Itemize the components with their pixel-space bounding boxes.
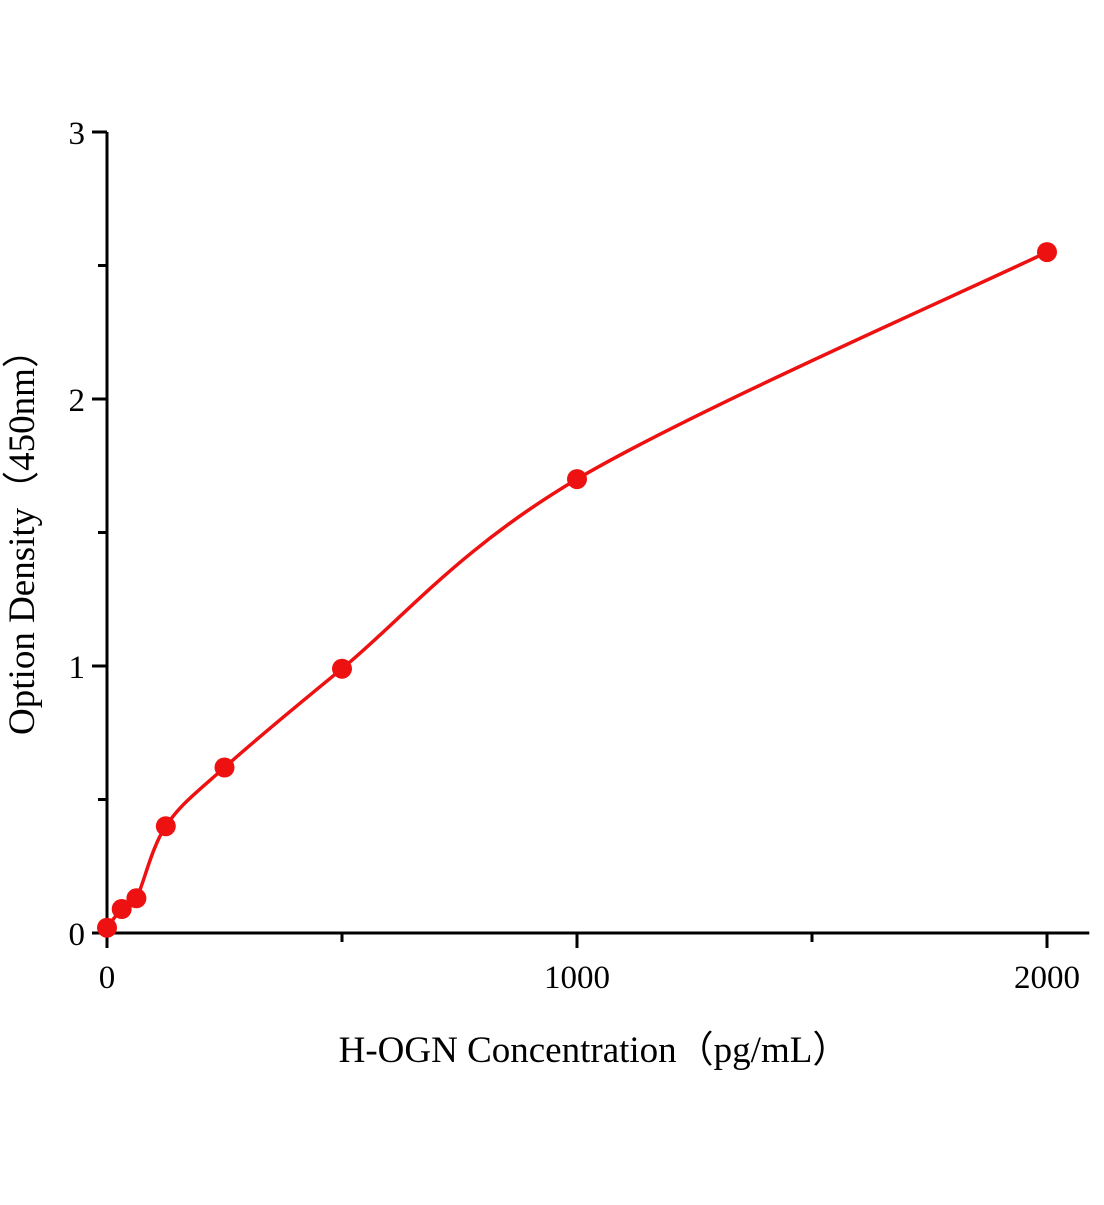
data-point	[332, 658, 352, 679]
y-tick-label: 0	[69, 917, 86, 953]
data-point	[1037, 242, 1057, 263]
x-axis-title: H-OGN Concentration（pg/mL）	[339, 1030, 850, 1071]
y-tick-label: 1	[69, 650, 86, 686]
data-point	[97, 917, 117, 938]
y-tick-label: 2	[69, 383, 86, 419]
fitted-curve	[105, 250, 1049, 930]
data-point	[155, 816, 176, 837]
chart-plot-area: 0 1000 2000 0 1 2 3	[69, 116, 1090, 996]
x-tick-label: 0	[99, 960, 116, 996]
x-tick-label: 2000	[1014, 960, 1080, 996]
data-point	[126, 888, 147, 909]
data-point	[567, 469, 587, 490]
data-point	[214, 757, 235, 778]
data-point	[111, 899, 132, 919]
y-axis-title: Option Density（450nm）	[2, 331, 43, 735]
y-tick-label: 3	[69, 116, 86, 152]
x-tick-label: 1000	[544, 960, 610, 996]
